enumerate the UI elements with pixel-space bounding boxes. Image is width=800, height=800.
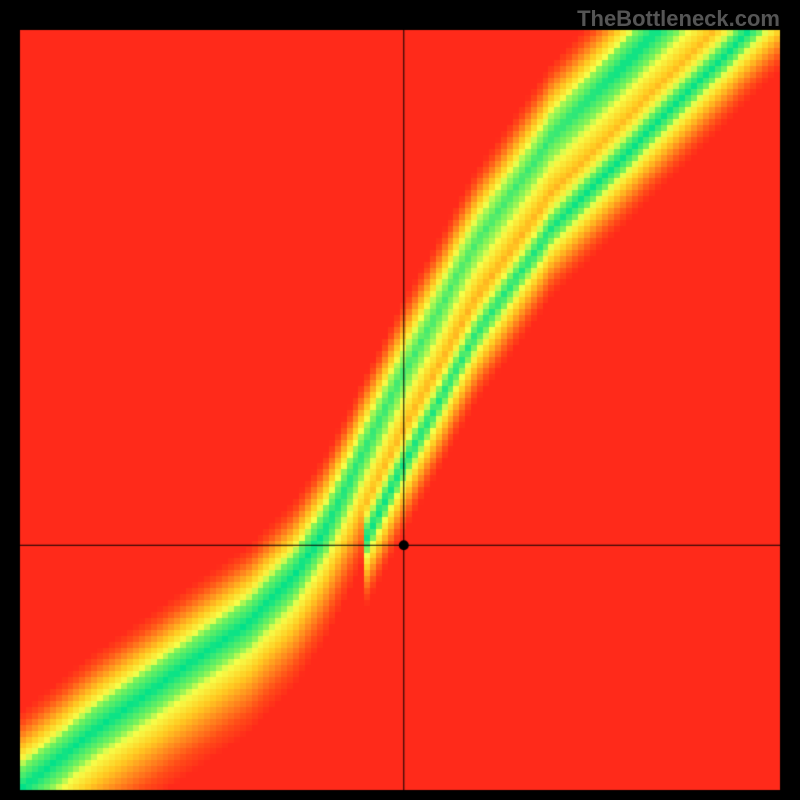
watermark-text: TheBottleneck.com [577,6,780,32]
chart-container: TheBottleneck.com [0,0,800,800]
bottleneck-heatmap [0,0,800,800]
